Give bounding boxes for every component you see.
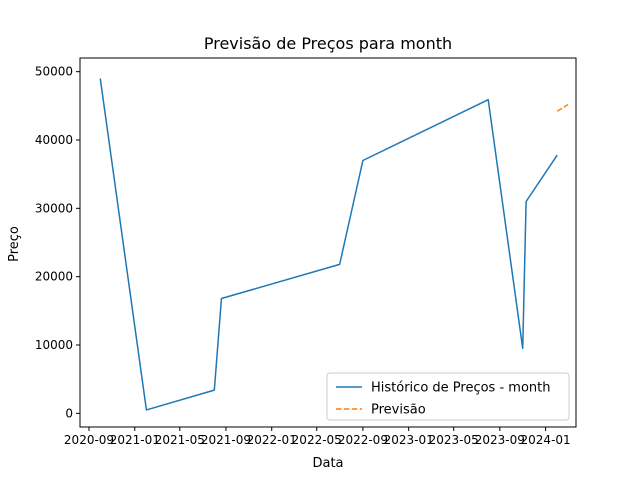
legend: Histórico de Preços - month Previsão (327, 373, 569, 420)
x-axis-label: Data (312, 456, 343, 471)
x-tick-label: 2023-05 (429, 433, 479, 447)
plot-area (80, 58, 576, 427)
y-tick-label: 20000 (35, 270, 73, 284)
x-tick-label: 2020-09 (64, 433, 114, 447)
x-tick-label: 2021-01 (110, 433, 160, 447)
x-tick-label: 2023-09 (475, 433, 525, 447)
x-tick-label: 2022-05 (292, 433, 342, 447)
plot-background (80, 58, 576, 427)
y-tick-label: 30000 (35, 201, 73, 215)
y-tick-label: 10000 (35, 338, 73, 352)
chart-title: Previsão de Preços para month (204, 34, 452, 53)
x-tick-label: 2022-09 (338, 433, 388, 447)
y-tick-label: 0 (65, 406, 73, 420)
x-tick-label: 2022-01 (247, 433, 297, 447)
x-tick-label: 2021-05 (155, 433, 205, 447)
y-tick-label: 50000 (35, 65, 73, 79)
x-tick-label: 2024-01 (521, 433, 571, 447)
x-tick-label: 2023-01 (384, 433, 434, 447)
legend-label: Previsão (371, 403, 426, 418)
x-tick-label: 2021-09 (201, 433, 251, 447)
y-axis-label: Preço (7, 226, 22, 262)
legend-label: Histórico de Preços - month (371, 381, 550, 396)
y-tick-label: 40000 (35, 133, 73, 147)
